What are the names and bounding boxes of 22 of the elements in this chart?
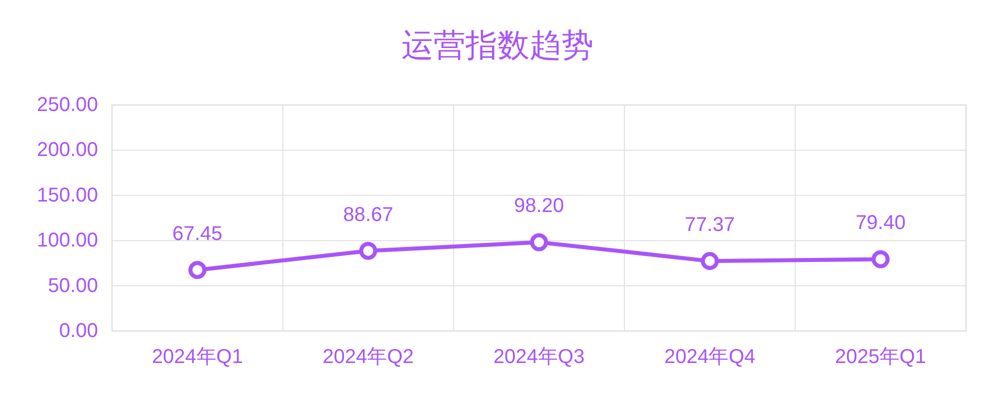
y-tick-label: 150.00 [36,184,98,206]
x-tick-label: 2024年Q2 [322,346,414,368]
x-tick-label: 2025年Q1 [835,346,926,368]
x-tick-label: 2024年Q1 [152,346,243,368]
y-tick-label: 250.00 [36,94,98,116]
data-label: 88.67 [343,204,394,226]
point [872,250,890,268]
point [700,252,719,270]
y-tick-label: 0.00 [59,320,98,342]
point [359,242,378,260]
point [530,233,548,252]
data-label: 98.20 [514,195,564,218]
data-label: 79.40 [856,212,906,234]
y-tick-label: 50.00 [48,274,98,297]
data-label: 67.45 [172,223,222,246]
data-label: 77.37 [684,214,735,236]
point [188,261,206,280]
y-tick-label: 200.00 [36,139,98,162]
x-tick-label: 2024年Q3 [493,346,585,368]
y-tick-label: 100.00 [36,230,98,252]
chart-title: 运营指数趋势 [402,27,594,63]
x-tick-label: 2024年Q4 [664,346,756,368]
